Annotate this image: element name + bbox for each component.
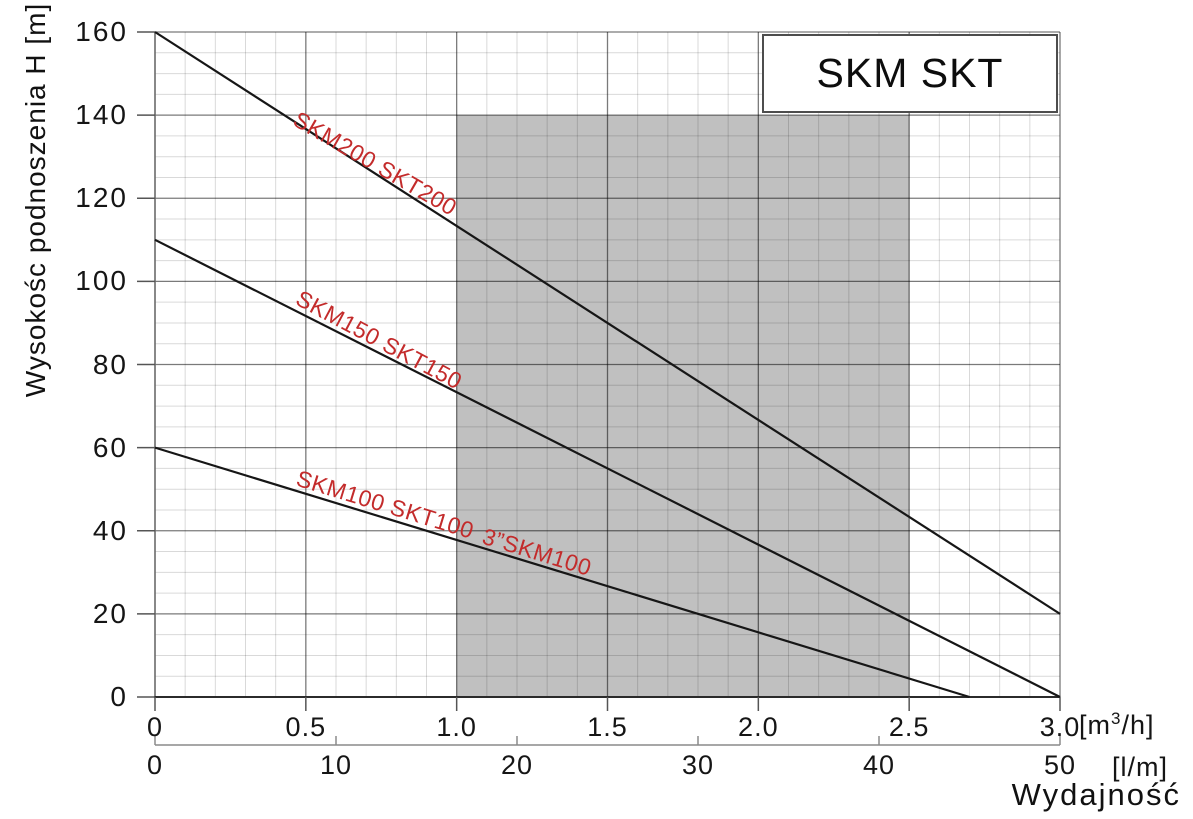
y-tick-label: 40: [92, 514, 128, 546]
title-box-label: SKM SKT: [816, 50, 1004, 96]
y-tick-label: 100: [75, 265, 128, 297]
title-box: SKM SKT: [762, 34, 1058, 113]
x-tick-label-lm: 40: [862, 750, 896, 780]
x-tick-label-m3h: 2.5: [888, 712, 930, 742]
x-tick-label-m3h: 2.0: [738, 712, 779, 742]
y-tick-label: 140: [75, 99, 128, 131]
y-tick-label: 20: [92, 597, 128, 629]
x-axis-unit-m3h: [m3/h]: [1079, 709, 1155, 740]
x-tick-label-m3h: 0.5: [285, 712, 327, 742]
x-tick-label-lm: 10: [319, 750, 353, 780]
y-tick-label: 120: [75, 182, 128, 214]
x-tick-label-lm: 30: [681, 750, 715, 780]
axes: [137, 31, 1061, 711]
x-tick-label-m3h: 0: [146, 712, 164, 742]
major-grid: [155, 31, 1061, 697]
y-tick-label: 0: [110, 681, 128, 712]
x-tick-label-lm: 0: [146, 750, 164, 780]
series-line-SKM200-SKT200: [154, 31, 1061, 615]
y-tick-label: 80: [92, 348, 128, 380]
x-axis-caption: Wydajność: [1011, 777, 1181, 812]
x-axis-unit-lm: [l/m]: [1112, 752, 1168, 782]
shaded-region: [456, 115, 910, 696]
series-line-SKM100-SKT100-3-SKM100: [154, 446, 970, 699]
recommended-range-region: [456, 115, 910, 696]
x-tick-label-lm: 50: [1043, 750, 1077, 780]
x-tick-label-m3h: 3.0: [1039, 712, 1081, 742]
y-tick-label: 60: [92, 431, 128, 463]
x-tick-label-m3h: 1.0: [436, 712, 477, 742]
series-lines: [154, 31, 1061, 699]
x-tick-label-lm: 20: [500, 750, 534, 780]
secondary-axis: [154, 736, 1061, 746]
y-tick-label: 160: [75, 16, 128, 47]
x-tick-label-m3h: 1.5: [587, 712, 628, 742]
series-line-SKM150-SKT150: [154, 238, 1061, 698]
